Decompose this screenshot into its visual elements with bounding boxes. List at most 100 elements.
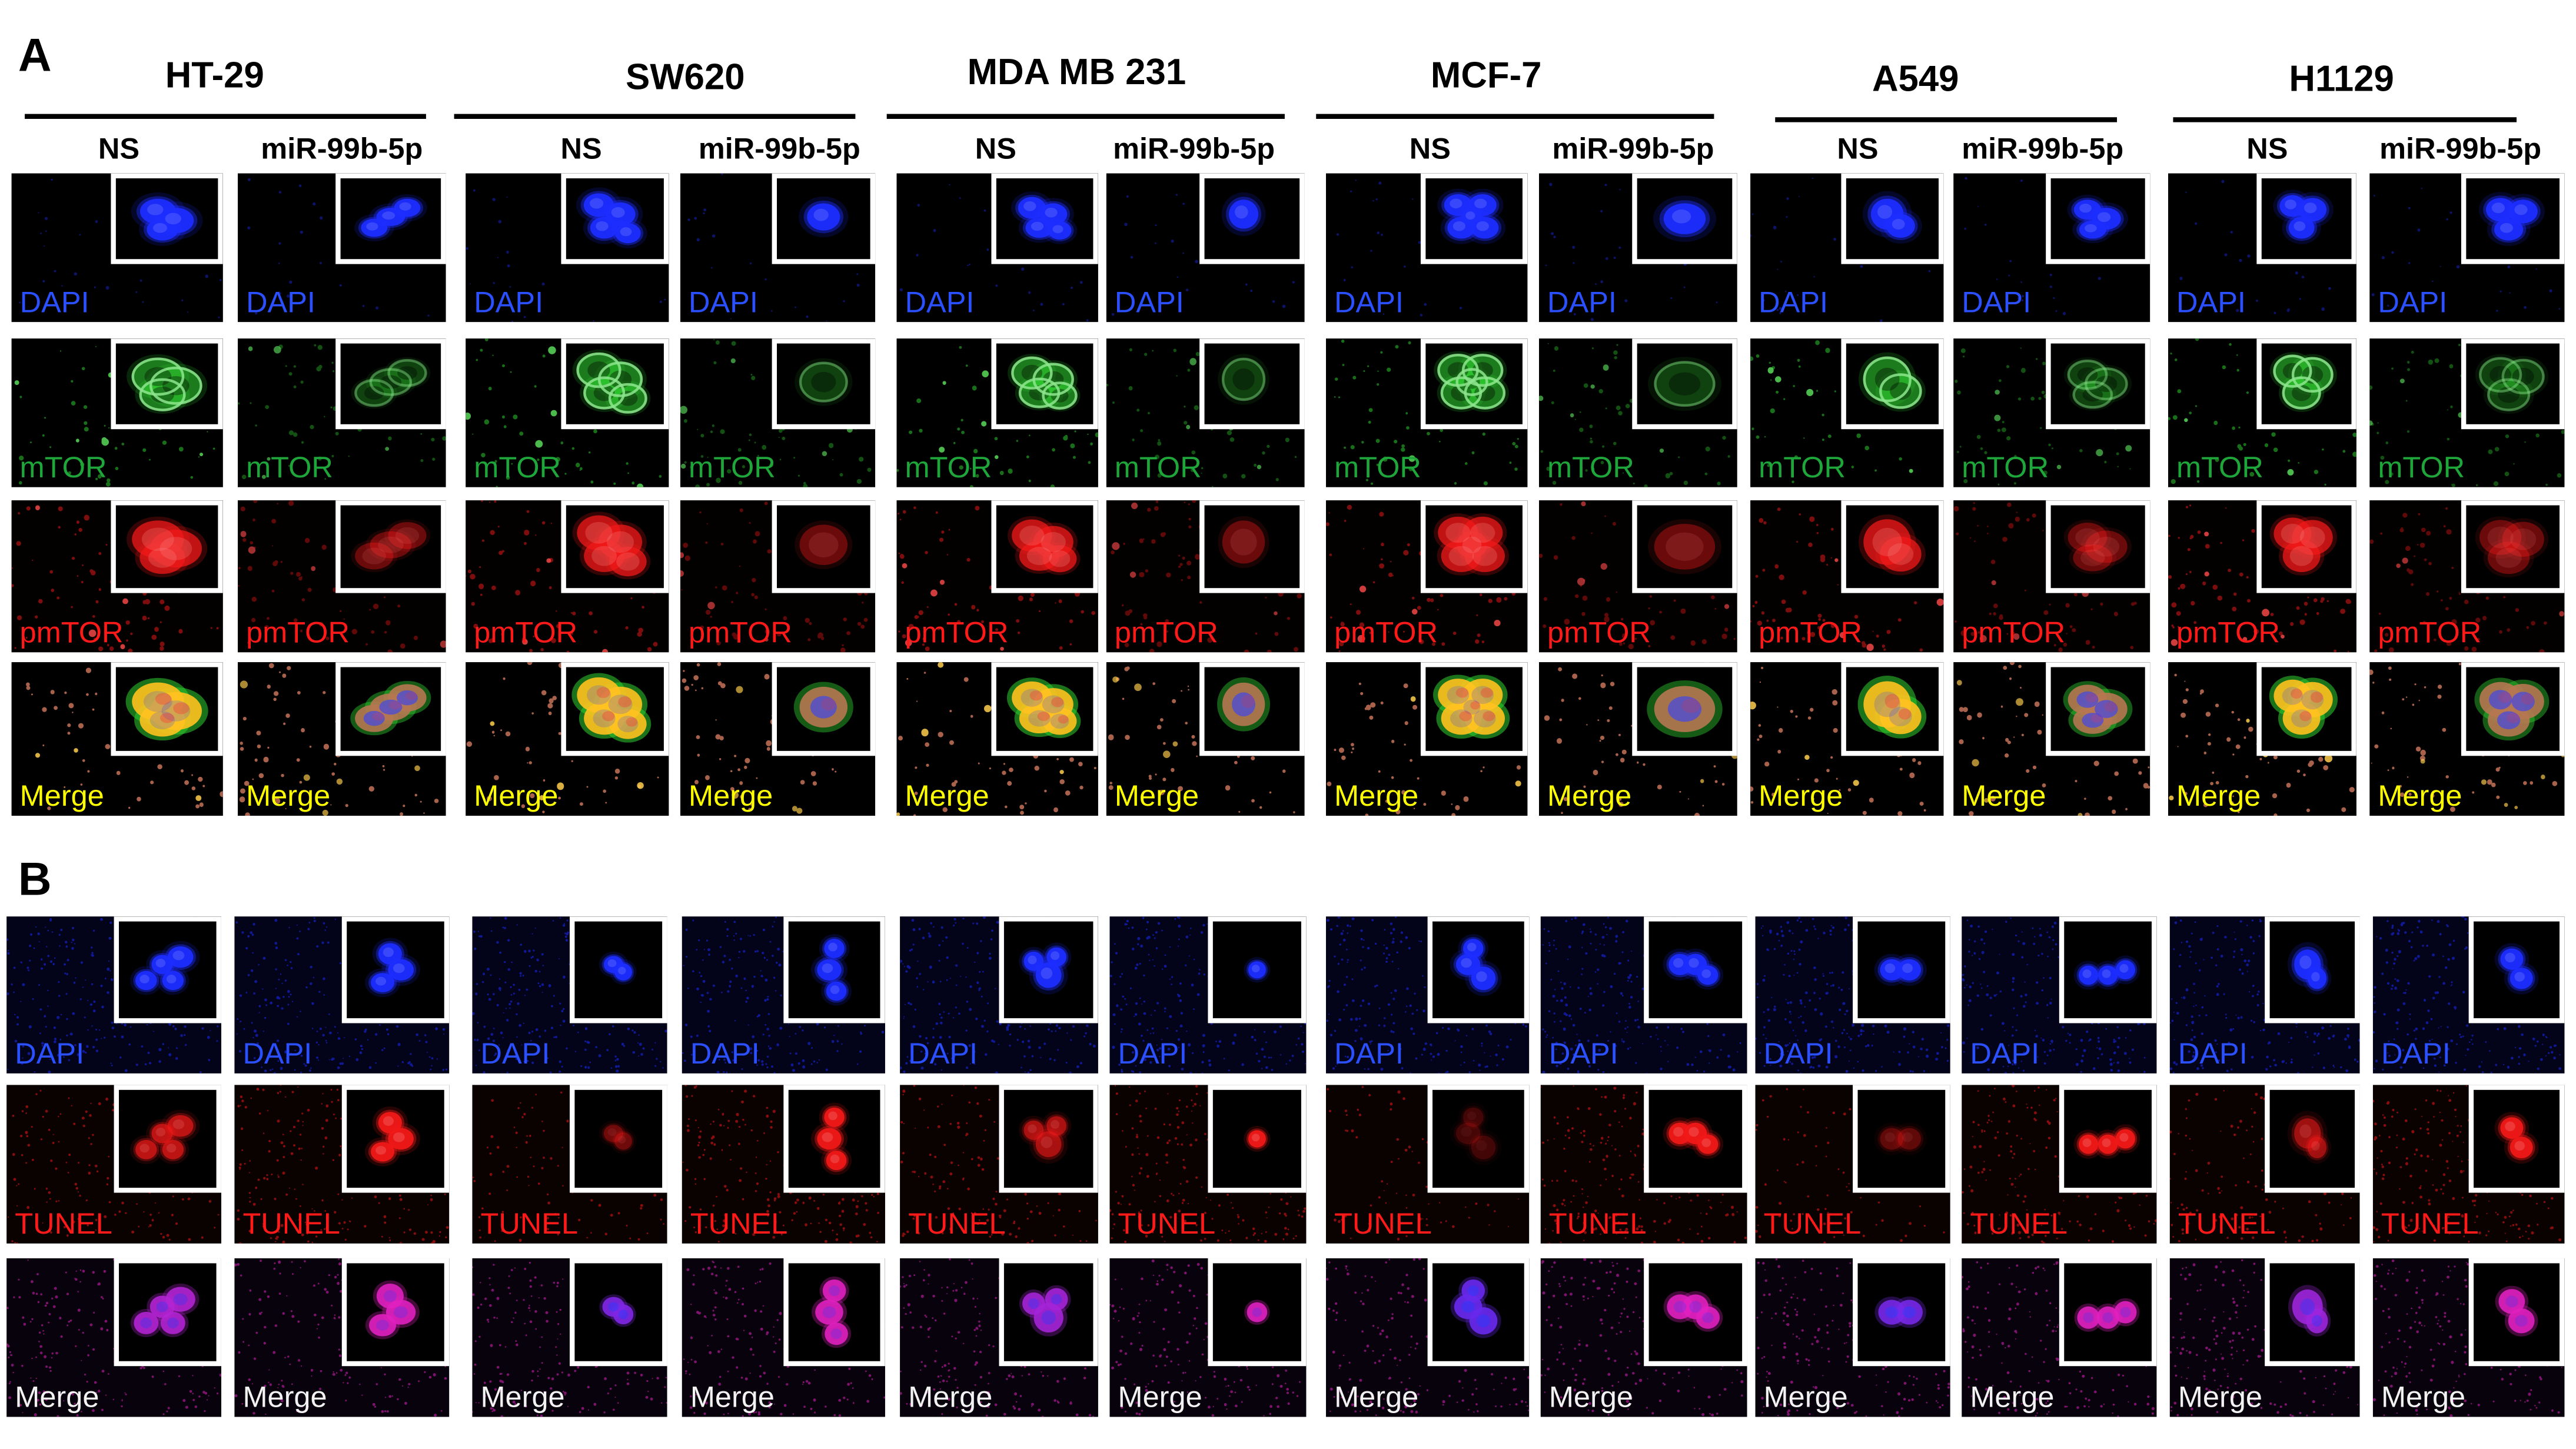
nucleus-highlight	[1688, 1126, 1699, 1137]
stain-label: Merge	[242, 1380, 327, 1414]
nucleus-highlight	[166, 1144, 177, 1153]
stain-label: Merge	[690, 1380, 775, 1414]
cell-body	[370, 531, 412, 559]
cell-body	[1456, 531, 1488, 559]
micrograph-tile: pmTOR	[2168, 500, 2356, 653]
stain-label: Merge	[905, 779, 989, 813]
micrograph-tile: DAPI	[472, 916, 667, 1074]
cell-membrane	[1018, 377, 1061, 408]
cell-spot	[2291, 689, 2302, 699]
micrograph	[6, 916, 221, 1074]
zoom-inset	[772, 500, 876, 593]
nucleus-highlight	[2119, 1133, 2129, 1142]
condition-label-ns: NS	[975, 132, 1016, 165]
cell-membrane	[2084, 367, 2128, 401]
stain-label: mTOR	[246, 450, 333, 484]
cell-line-underline	[454, 114, 856, 119]
micrograph	[1750, 500, 1944, 653]
cell-nucleus	[2511, 692, 2535, 712]
micrograph-tile: mTOR	[1953, 338, 2150, 487]
nucleus-highlight	[1476, 221, 1489, 231]
inset-background	[1427, 1085, 1530, 1193]
stain-label: TUNEL	[1118, 1207, 1216, 1241]
nucleus-highlight	[611, 207, 625, 218]
inset-border	[783, 1258, 885, 1367]
cell-nucleus	[1880, 959, 1904, 981]
background-cells	[900, 1258, 1097, 1417]
micrograph	[900, 1258, 1098, 1417]
cell-nucleus	[134, 1311, 159, 1334]
stain-label: mTOR	[1759, 450, 1846, 484]
cell-body-glow	[2498, 518, 2549, 561]
inset-border	[1420, 338, 1528, 430]
nucleus-highlight	[1041, 1136, 1053, 1148]
micrograph	[1109, 1258, 1307, 1417]
cell-body	[2282, 377, 2321, 409]
zoom-inset	[111, 173, 223, 264]
background-cells	[1953, 502, 2150, 652]
cell-spot	[1029, 690, 1043, 701]
zoom-inset	[561, 662, 669, 756]
panel-b-label: B	[18, 853, 52, 905]
inset-border	[772, 338, 876, 430]
cell-nucleus	[147, 218, 178, 241]
cell-nucleus	[388, 959, 414, 981]
inset-border	[561, 173, 669, 264]
zoom-inset	[561, 338, 669, 430]
micrograph	[2372, 916, 2565, 1074]
inset-border	[999, 1085, 1098, 1193]
cell-nucleus	[1048, 221, 1072, 240]
zoom-inset	[2461, 173, 2565, 264]
cell-membrane	[583, 376, 626, 410]
cell-body-glow	[2475, 354, 2526, 396]
cell-nucleus	[2498, 1289, 2525, 1314]
cell-nucleus	[149, 711, 175, 730]
micrograph-tile: mTOR	[1106, 338, 1305, 487]
nucleus-highlight	[1251, 1134, 1260, 1142]
nucleus-glow	[1874, 1122, 1910, 1155]
micrograph-tile: TUNEL	[234, 1085, 450, 1244]
inset-border	[335, 662, 446, 756]
cell-nucleus	[590, 217, 619, 239]
nucleus-highlight	[828, 942, 837, 952]
micrograph-tile: mTOR	[466, 338, 669, 487]
cell-body-core	[591, 546, 617, 566]
micrograph	[2372, 1085, 2565, 1244]
stain-label: pmTOR	[19, 616, 124, 649]
inset-border	[1632, 662, 1737, 756]
stain-label: pmTOR	[1962, 616, 2066, 649]
stain-label: Merge	[908, 1380, 993, 1414]
nucleus-highlight	[813, 208, 829, 221]
cell-membrane	[1879, 373, 1922, 409]
micrograph-tile: DAPI	[466, 173, 669, 323]
cell-spot	[2506, 713, 2520, 723]
nucleus-core	[1477, 1314, 1490, 1328]
cell-body	[1880, 699, 1922, 735]
cell-nucleus	[165, 1287, 195, 1312]
nucleus-highlight	[2082, 969, 2092, 978]
cell-nucleus	[2114, 1301, 2137, 1324]
cell-nucleus	[2115, 960, 2135, 980]
inset-border	[1853, 1258, 1950, 1367]
cell-membrane	[2501, 358, 2545, 395]
nucleus-core	[2083, 1312, 2094, 1323]
cell-nucleus	[1880, 1128, 1904, 1150]
condition-label-mir: miR-99b-5p	[1113, 132, 1275, 165]
cell-membrane	[2273, 354, 2312, 388]
micrograph-tile: mTOR	[11, 338, 223, 487]
micrograph-tile: Merge	[2369, 662, 2565, 816]
cell-nucleus	[2497, 711, 2521, 730]
cell-membrane	[1042, 381, 1078, 410]
nucleus-highlight	[2311, 972, 2320, 982]
cell-nucleus	[2500, 948, 2524, 970]
inset-border	[1644, 1085, 1747, 1193]
micrograph-tile: DAPI	[896, 173, 1098, 323]
micrograph-tile: DAPI	[1106, 173, 1305, 323]
cell-nucleus	[586, 685, 611, 705]
micrograph-tile: Merge	[466, 662, 669, 816]
cell-membrane	[1011, 356, 1053, 390]
micrograph-tile: DAPI	[1962, 916, 2157, 1074]
cell-body	[2073, 381, 2113, 408]
nucleus-highlight	[1673, 958, 1684, 968]
